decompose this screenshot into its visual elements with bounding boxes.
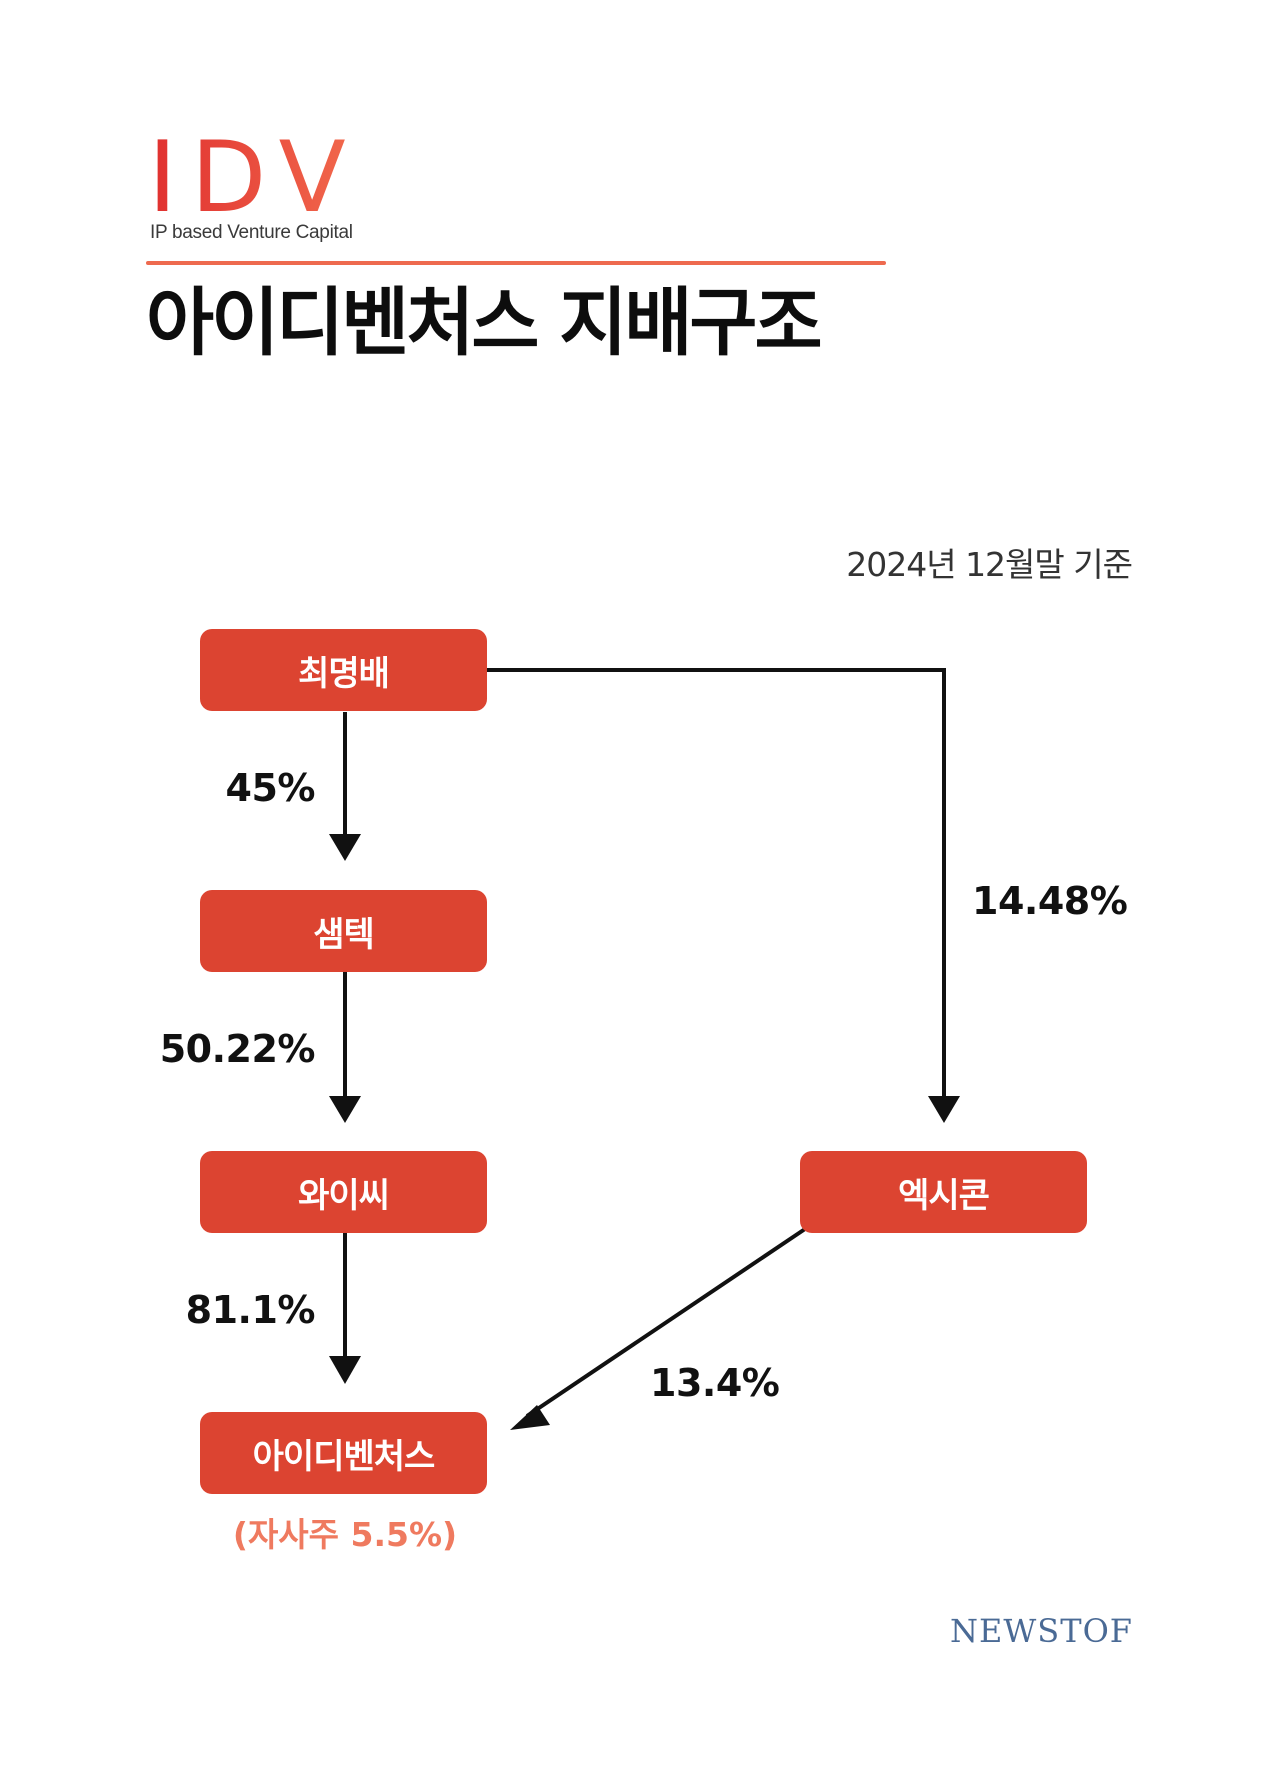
arrowhead-exicon (928, 1096, 960, 1123)
title-divider (146, 261, 886, 265)
node-idventures: 아이디벤처스 (200, 1412, 487, 1494)
node-choi-myungbae: 최명배 (200, 629, 487, 711)
page-title: 아이디벤처스 지배구조 (146, 280, 823, 366)
idv-logo: IDV IP based Venture Capital (148, 128, 488, 248)
as-of-date: 2024년 12월말 기준 (846, 545, 1133, 584)
treasury-stock-note: (자사주 5.5%) (232, 1515, 458, 1554)
newstof-brand: NEWSTOF (950, 1612, 1133, 1650)
arrowhead-yc (329, 1096, 361, 1123)
edge-label-choi-samtech: 45% (225, 766, 316, 810)
node-yc: 와이씨 (200, 1151, 487, 1233)
arrowhead-idventures (329, 1356, 361, 1384)
logo-tagline: IP based Venture Capital (150, 222, 353, 243)
logo-wordmark: IDV (148, 121, 360, 235)
edge-label-choi-exicon: 14.48% (972, 879, 1128, 923)
arrowhead-idventures-from-exicon (510, 1405, 550, 1430)
edge-label-samtech-yc: 50.22% (159, 1027, 316, 1071)
arrowhead-samtech (329, 834, 361, 861)
edge-label-exicon-idventures: 13.4% (650, 1361, 780, 1405)
edge-label-yc-idventures: 81.1% (185, 1288, 316, 1332)
node-samtech: 샘텍 (200, 890, 487, 972)
edge-choi-exicon (487, 668, 946, 1098)
node-exicon: 엑시콘 (800, 1151, 1087, 1233)
